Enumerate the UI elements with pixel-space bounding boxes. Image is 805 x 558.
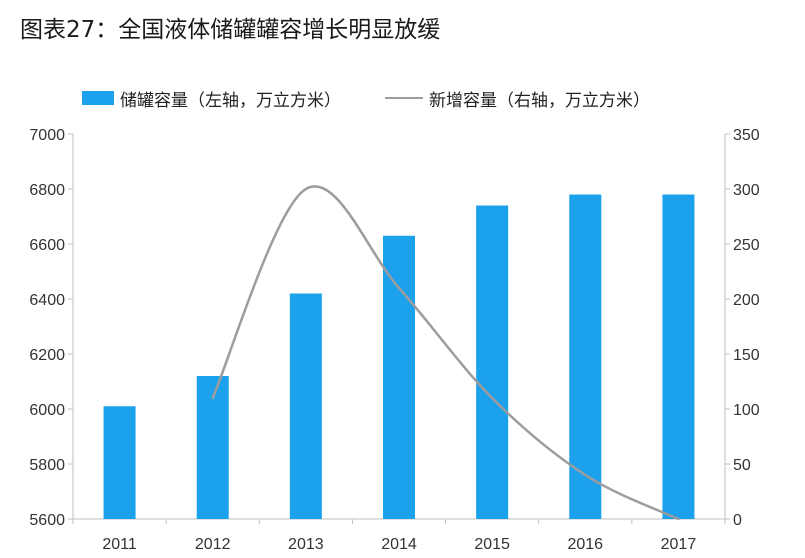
legend: 储罐容量（左轴，万立方米） 新增容量（右轴，万立方米） <box>82 86 650 111</box>
left-tick-label: 6400 <box>29 292 65 309</box>
legend-label-storage: 储罐容量（左轴，万立方米） <box>120 90 341 111</box>
bar-storage-2011 <box>103 406 136 519</box>
x-tick-label: 2016 <box>567 536 603 553</box>
x-tick-label: 2017 <box>661 536 697 553</box>
left-tick-label: 6200 <box>29 347 65 364</box>
bar-storage-2013 <box>289 293 322 519</box>
right-tick-label: 0 <box>733 512 742 529</box>
bar-storage-2015 <box>476 205 509 519</box>
left-tick-label: 5600 <box>29 512 65 529</box>
bar-storage-2012 <box>196 376 229 519</box>
left-tick-label: 6600 <box>29 237 65 254</box>
x-tick-label: 2012 <box>195 536 231 553</box>
right-tick-label: 250 <box>733 237 760 254</box>
legend-label-new: 新增容量（右轴，万立方米） <box>429 90 650 111</box>
left-tick-label: 6800 <box>29 182 65 199</box>
right-tick-label: 300 <box>733 182 760 199</box>
right-tick-label: 150 <box>733 347 760 364</box>
chart-title: 图表27：全国液体储罐罐容增长明显放缓 <box>20 17 441 43</box>
bar-storage-2014 <box>383 235 415 519</box>
bar-storage-2016 <box>569 194 602 519</box>
left-tick-label: 7000 <box>29 127 65 144</box>
line-new-capacity <box>211 185 680 521</box>
x-tick-label: 2011 <box>102 536 137 553</box>
right-tick-label: 100 <box>733 402 760 419</box>
left-tick-label: 6000 <box>29 402 65 419</box>
bar-storage-2017 <box>662 194 695 519</box>
left-tick-label: 5800 <box>29 457 65 474</box>
legend-item-storage: 储罐容量（左轴，万立方米） <box>82 86 341 111</box>
right-tick-label: 200 <box>733 292 760 309</box>
x-tick-label: 2014 <box>381 536 417 553</box>
x-tick-label: 2013 <box>288 536 324 553</box>
x-tick-label: 2015 <box>474 536 510 553</box>
right-tick-label: 50 <box>733 457 751 474</box>
legend-item-new: 新增容量（右轴，万立方米） <box>341 86 650 111</box>
legend-swatch-bar <box>82 91 114 105</box>
legend-swatch-line <box>385 97 423 99</box>
right-tick-label: 350 <box>733 127 760 144</box>
